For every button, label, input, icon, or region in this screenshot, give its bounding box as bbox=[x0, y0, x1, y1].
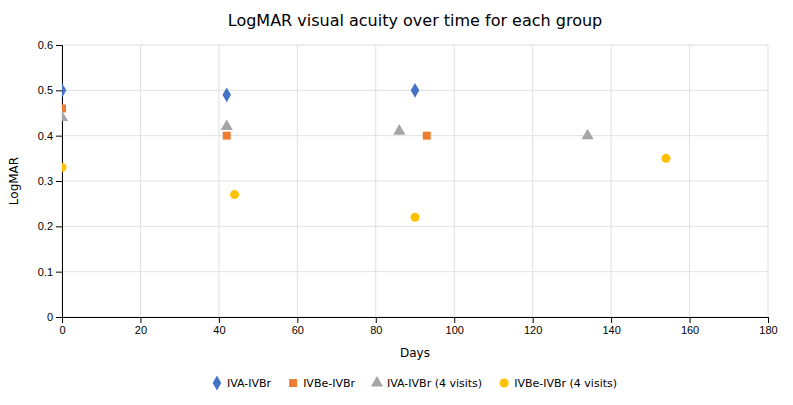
point bbox=[662, 154, 671, 163]
tick-mark bbox=[140, 317, 141, 323]
tick: 0.5 bbox=[38, 84, 62, 96]
tick-label: 0.6 bbox=[38, 39, 53, 51]
tick-mark bbox=[56, 317, 62, 318]
point bbox=[223, 132, 231, 140]
tick: 0 bbox=[59, 317, 65, 336]
tick-mark bbox=[56, 45, 62, 46]
tick: 180 bbox=[759, 317, 777, 336]
legend: IVA-IVBr IVBe-IVBr IVA-IVBr (4 visits) IVBe… bbox=[213, 376, 617, 391]
point bbox=[62, 104, 66, 112]
legend-marker bbox=[500, 378, 509, 387]
tick-label: 40 bbox=[213, 324, 225, 336]
tick: 0.6 bbox=[38, 39, 62, 51]
tick: 140 bbox=[602, 317, 620, 336]
point bbox=[62, 83, 66, 98]
tick: 160 bbox=[681, 317, 699, 336]
tick-label: 20 bbox=[135, 324, 147, 336]
legend-marker bbox=[213, 376, 222, 391]
grid-line-y bbox=[62, 226, 768, 227]
legend-marker bbox=[371, 376, 383, 387]
tick-mark bbox=[533, 317, 534, 323]
axis-line bbox=[56, 46, 63, 318]
point bbox=[62, 111, 68, 122]
tick-mark bbox=[56, 136, 62, 137]
tick-label: 140 bbox=[602, 324, 620, 336]
grid bbox=[62, 45, 768, 317]
tick: 40 bbox=[213, 317, 225, 336]
tick: 20 bbox=[135, 317, 147, 336]
axis-line bbox=[63, 318, 769, 324]
series bbox=[62, 83, 419, 102]
grid-line-y bbox=[62, 135, 768, 136]
tick-label: 100 bbox=[446, 324, 464, 336]
tick-label: 0 bbox=[47, 311, 53, 323]
tick-label: 60 bbox=[292, 324, 304, 336]
plot: 0 20 40 60 80 100 120 140 160 180 0 0.1 0.2 0.3 0.4 0.5… bbox=[38, 39, 778, 336]
tick-mark bbox=[611, 317, 612, 323]
tick-mark bbox=[56, 90, 62, 91]
legend-item: IVBe-IVBr bbox=[289, 377, 355, 390]
point bbox=[581, 129, 593, 140]
tick: 120 bbox=[524, 317, 542, 336]
legend-item: IVA-IVBr (4 visits) bbox=[371, 376, 482, 390]
tick-label: 0.4 bbox=[38, 130, 53, 142]
tick-mark bbox=[56, 272, 62, 273]
tick: 60 bbox=[292, 317, 304, 336]
tick-mark bbox=[454, 317, 455, 323]
series bbox=[62, 111, 594, 140]
grid-line-y bbox=[62, 45, 768, 46]
legend-item: IVBe-IVBr (4 visits) bbox=[500, 377, 617, 390]
tick: 0.3 bbox=[38, 175, 62, 187]
point bbox=[393, 124, 405, 135]
tick: 0 bbox=[47, 311, 62, 323]
tick-label: 0.1 bbox=[38, 266, 53, 278]
tick: 100 bbox=[446, 317, 464, 336]
tick: 0.4 bbox=[38, 130, 62, 142]
points bbox=[62, 83, 671, 222]
tick: 80 bbox=[370, 317, 382, 336]
x-axis-label: Days bbox=[400, 346, 430, 360]
point bbox=[230, 190, 239, 199]
tick-label: 0.5 bbox=[38, 84, 53, 96]
tick-mark bbox=[376, 317, 377, 323]
tick-mark bbox=[297, 317, 298, 323]
tick-label: 120 bbox=[524, 324, 542, 336]
point bbox=[411, 83, 420, 98]
grid-line-y bbox=[62, 271, 768, 272]
point bbox=[423, 132, 431, 140]
point bbox=[221, 120, 233, 131]
y-axis-label: LogMAR bbox=[7, 157, 21, 205]
x-axis: 0 20 40 60 80 100 120 140 160 180 bbox=[59, 317, 777, 336]
tick-label: 180 bbox=[759, 324, 777, 336]
series bbox=[62, 154, 671, 222]
title: LogMAR visual acuity over time for each … bbox=[228, 11, 603, 30]
legend-label: IVA-IVBr (4 visits) bbox=[387, 377, 482, 390]
y-axis: 0 0.1 0.2 0.3 0.4 0.5 0.6 bbox=[38, 39, 63, 323]
tick-mark bbox=[219, 317, 220, 323]
tick-mark bbox=[56, 226, 62, 227]
point bbox=[62, 163, 67, 172]
grid-line-y bbox=[62, 181, 768, 182]
legend-item: IVA-IVBr bbox=[213, 376, 272, 391]
tick-label: 80 bbox=[370, 324, 382, 336]
tick-label: 0 bbox=[59, 324, 65, 336]
tick-label: 0.3 bbox=[38, 175, 53, 187]
legend-label: IVA-IVBr bbox=[227, 377, 272, 390]
legend-label: IVBe-IVBr (4 visits) bbox=[514, 377, 617, 390]
series bbox=[62, 104, 431, 139]
tick: 0.1 bbox=[38, 266, 62, 278]
point bbox=[410, 213, 419, 222]
chart: 0 20 40 60 80 100 120 140 160 180 0 0.1 0.2 0.3 0.4 0.5… bbox=[0, 0, 793, 405]
legend-label: IVBe-IVBr bbox=[303, 377, 355, 390]
tick: 0.2 bbox=[38, 220, 62, 232]
tick-label: 0.2 bbox=[38, 220, 53, 232]
tick-label: 160 bbox=[681, 324, 699, 336]
legend-marker bbox=[289, 379, 297, 387]
point bbox=[222, 87, 231, 102]
tick-mark bbox=[690, 317, 691, 323]
tick-mark bbox=[56, 181, 62, 182]
tick-mark bbox=[768, 317, 769, 323]
